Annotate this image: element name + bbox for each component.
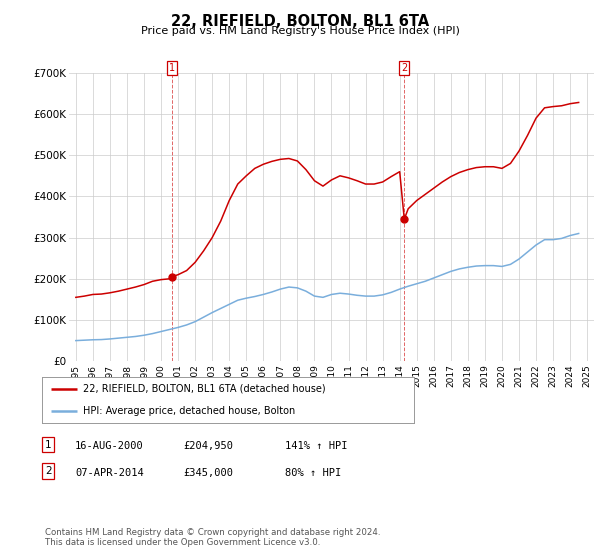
- Text: 80% ↑ HPI: 80% ↑ HPI: [285, 468, 341, 478]
- Text: 2: 2: [45, 466, 52, 476]
- Text: £345,000: £345,000: [183, 468, 233, 478]
- Text: Price paid vs. HM Land Registry's House Price Index (HPI): Price paid vs. HM Land Registry's House …: [140, 26, 460, 36]
- Text: 141% ↑ HPI: 141% ↑ HPI: [285, 441, 347, 451]
- Text: 22, RIEFIELD, BOLTON, BL1 6TA (detached house): 22, RIEFIELD, BOLTON, BL1 6TA (detached …: [83, 384, 326, 394]
- Text: 16-AUG-2000: 16-AUG-2000: [75, 441, 144, 451]
- Text: 07-APR-2014: 07-APR-2014: [75, 468, 144, 478]
- Text: Contains HM Land Registry data © Crown copyright and database right 2024.
This d: Contains HM Land Registry data © Crown c…: [45, 528, 380, 547]
- Text: HPI: Average price, detached house, Bolton: HPI: Average price, detached house, Bolt…: [83, 406, 295, 416]
- Text: £204,950: £204,950: [183, 441, 233, 451]
- Text: 1: 1: [169, 63, 175, 73]
- Text: 1: 1: [45, 440, 52, 450]
- Text: 2: 2: [401, 63, 407, 73]
- Text: 22, RIEFIELD, BOLTON, BL1 6TA: 22, RIEFIELD, BOLTON, BL1 6TA: [171, 14, 429, 29]
